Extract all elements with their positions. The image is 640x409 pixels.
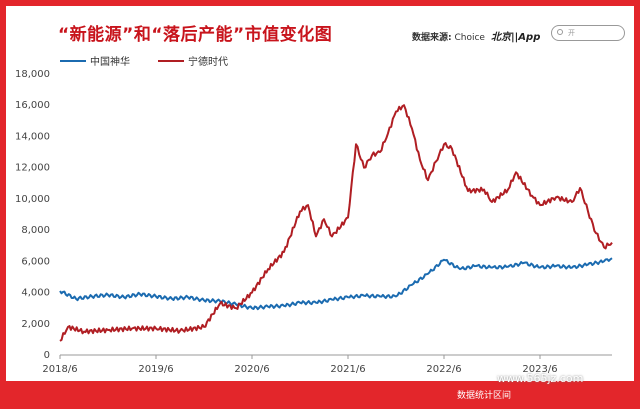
y-tick-label: 18,000	[15, 69, 50, 80]
y-tick-label: 10,000	[15, 194, 50, 205]
y-tick-label: 4,000	[21, 288, 50, 299]
x-tick-label: 2019/6	[138, 364, 173, 375]
x-tick-label: 2018/6	[42, 364, 77, 375]
x-tick-label: 2021/6	[330, 364, 365, 375]
source-label: 数据来源:	[412, 33, 452, 43]
footer-caption: 数据统计区间	[457, 391, 512, 401]
search-box[interactable]: 开	[551, 25, 625, 41]
y-tick-label: 0	[44, 350, 50, 361]
x-tick-label: 2022/6	[426, 364, 461, 375]
data-source: 数据来源: Choice	[412, 30, 485, 43]
legend-label: 中国神华	[90, 55, 130, 68]
y-axis: 0 2,000 4,000 6,000 8,000 10,000 12,000 14,000 1…	[15, 69, 50, 361]
footer-bar	[0, 381, 640, 409]
watermark: www.565jz.com	[497, 372, 584, 385]
chart-card	[6, 6, 634, 403]
chart-title: “新能源”和“落后产能”市值变化图	[58, 25, 333, 45]
brand-logo: 北京||App	[491, 32, 541, 43]
y-tick-label: 6,000	[21, 256, 50, 267]
search-icon	[557, 29, 563, 35]
y-tick-label: 8,000	[21, 225, 50, 236]
x-tick-label: 2020/6	[234, 364, 269, 375]
series-layer	[59, 104, 613, 342]
source-value: Choice	[454, 33, 485, 43]
x-axis: 2018/6 2019/6 2020/6 2021/6 2022/6 2023/6	[42, 354, 612, 375]
search-placeholder: 开	[568, 29, 575, 37]
legend-label: 宁德时代	[188, 55, 228, 68]
series-line-catl	[59, 104, 613, 342]
y-tick-label: 12,000	[15, 163, 50, 174]
series-line-china-shenhua	[59, 257, 613, 311]
x-tick-label: 2023/6	[522, 364, 557, 375]
legend: 中国神华 宁德时代	[60, 55, 228, 68]
y-tick-label: 14,000	[15, 131, 50, 142]
y-tick-label: 16,000	[15, 100, 50, 111]
y-tick-label: 2,000	[21, 319, 50, 330]
